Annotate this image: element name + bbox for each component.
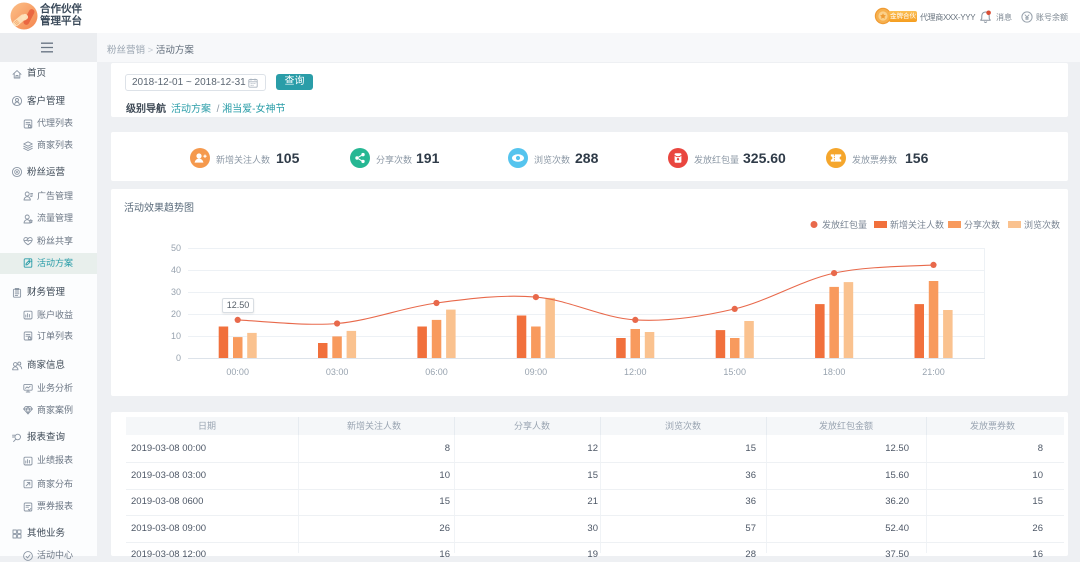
svg-text:03:00: 03:00 xyxy=(326,367,349,377)
svg-text:浏览次数: 浏览次数 xyxy=(1024,219,1060,230)
svg-text:06:00: 06:00 xyxy=(425,367,448,377)
svg-text:发放红包量: 发放红包量 xyxy=(822,219,867,230)
svg-text:50: 50 xyxy=(171,243,181,253)
svg-text:21:00: 21:00 xyxy=(922,367,945,377)
svg-text:40: 40 xyxy=(171,265,181,275)
svg-text:分享次数: 分享次数 xyxy=(964,219,1000,230)
svg-text:18:00: 18:00 xyxy=(823,367,846,377)
svg-text:新增关注人数: 新增关注人数 xyxy=(890,219,944,230)
svg-text:15:00: 15:00 xyxy=(723,367,746,377)
svg-text:12:00: 12:00 xyxy=(624,367,647,377)
svg-text:0: 0 xyxy=(176,353,181,363)
svg-text:10: 10 xyxy=(171,331,181,341)
svg-text:30: 30 xyxy=(171,287,181,297)
svg-text:20: 20 xyxy=(171,309,181,319)
svg-text:00:00: 00:00 xyxy=(226,367,249,377)
svg-text:09:00: 09:00 xyxy=(525,367,548,377)
